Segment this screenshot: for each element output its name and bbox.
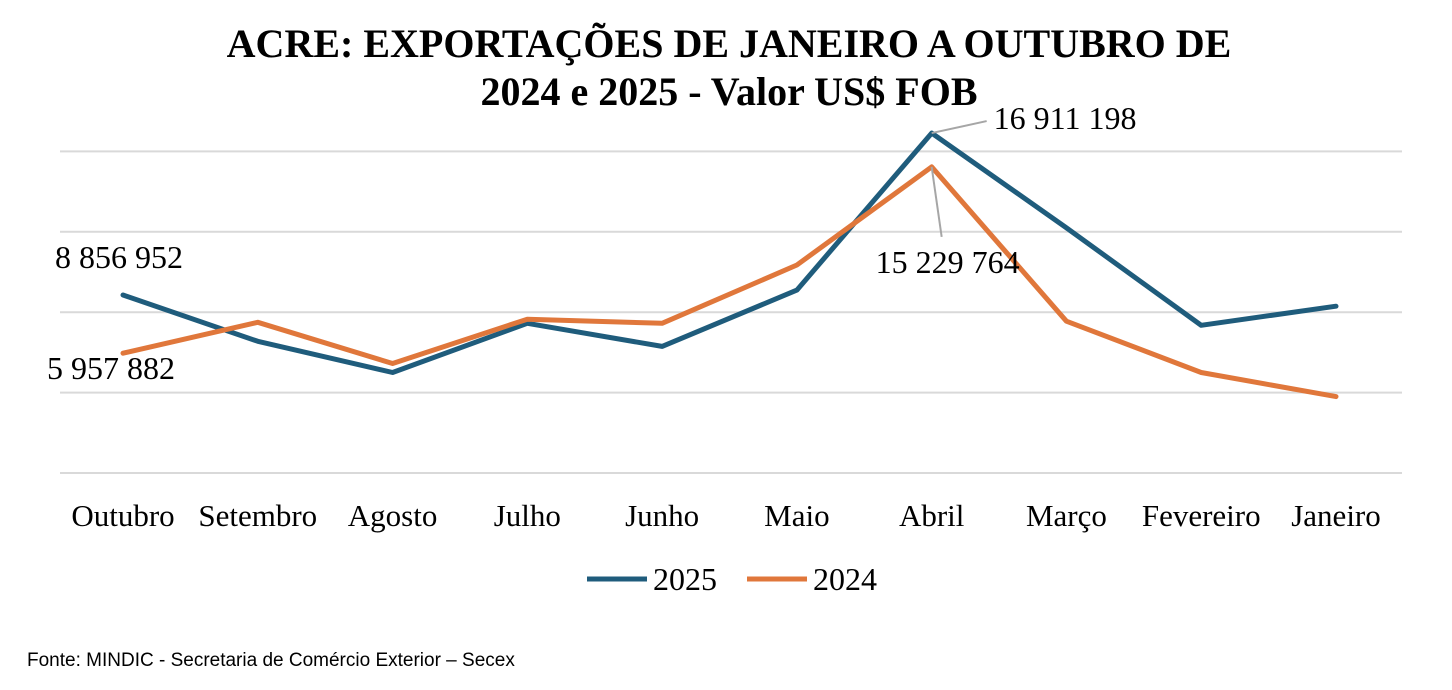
annotation-leader-3 [930,166,943,238]
x-tick-label-3: Julho [494,498,561,533]
x-tick-label-0: Outubro [71,498,174,533]
gridlines [60,150,1402,474]
data-annotations: 8 856 952 5 957 882 16 911 198 15 229 764 [47,100,1136,386]
series-line-2024 [120,164,1339,400]
x-tick-label-6: Abril [899,498,964,533]
x-tick-label-2: Agosto [348,498,438,533]
x-axis-labels: Outubro Setembro Agosto Julho Junho Maio Abril… [71,498,1380,533]
x-tick-label-9: Janeiro [1291,498,1381,533]
x-tick-label-7: Março [1026,498,1107,533]
series-line-2025 [120,130,1339,375]
chart-title: ACRE: EXPORTAÇÕES DE JANEIRO A OUTUBRO D… [227,21,1232,114]
series-lines [120,130,1339,400]
legend-label-2025: 2025 [653,561,717,597]
data-label-2025-abril: 16 911 198 [994,100,1137,136]
x-tick-label-1: Setembro [198,498,317,533]
data-label-2024-abril: 15 229 764 [876,244,1020,280]
chart-title-line-2: 2024 e 2025 - Valor US$ FOB [480,69,977,114]
x-tick-label-4: Junho [625,498,699,533]
annotation-leader-2 [931,120,987,135]
data-label-2025-outubro: 8 856 952 [55,239,183,275]
legend: 2025 2024 [587,561,877,597]
chart-title-line-1: ACRE: EXPORTAÇÕES DE JANEIRO A OUTUBRO D… [227,21,1232,66]
x-tick-label-5: Maio [764,498,829,533]
data-label-2024-outubro: 5 957 882 [47,350,175,386]
x-tick-label-8: Fevereiro [1142,498,1261,533]
source-note: Fonte: MINDIC - Secretaria de Comércio E… [27,650,515,671]
legend-label-2024: 2024 [813,561,877,597]
